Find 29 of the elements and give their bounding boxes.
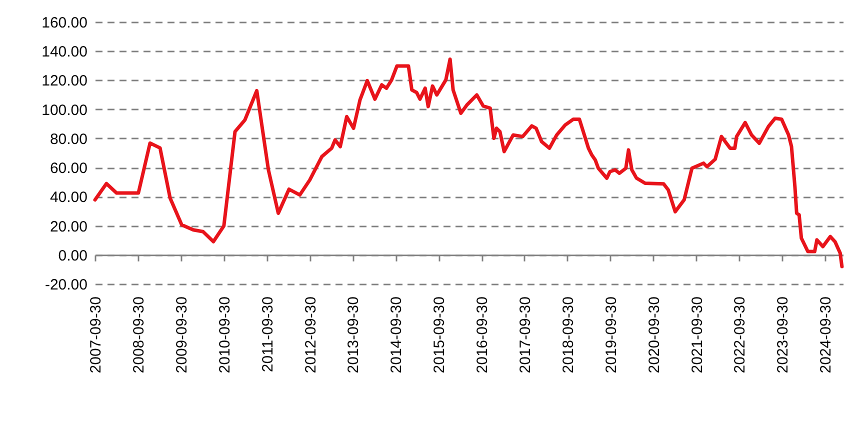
x-tick-label: 2013-09-30 <box>345 296 362 374</box>
x-tick-label: 2019-09-30 <box>602 296 620 374</box>
x-tick-label: 2020-09-30 <box>646 296 663 374</box>
y-tick-label: 140.00 <box>42 44 88 61</box>
y-tick-label: 160.00 <box>42 14 88 32</box>
y-tick-label: 100.00 <box>42 102 88 119</box>
x-tick-label: 2015-09-30 <box>431 296 448 374</box>
y-tick-label: 0.00 <box>58 247 88 264</box>
x-tick-label: 2024-09-30 <box>818 296 835 374</box>
y-tick-label: 120.00 <box>42 72 88 90</box>
x-tick-label: 2023-09-30 <box>774 296 792 374</box>
line-series <box>93 58 844 268</box>
x-tick-label: 2009-09-30 <box>173 296 190 374</box>
y-tick-label: -20.00 <box>44 276 88 294</box>
y-tick-label: 80.00 <box>50 130 88 148</box>
x-tick-label: 2017-09-30 <box>516 296 534 374</box>
y-tick-label: 40.00 <box>50 189 88 206</box>
x-tick-label: 2021-09-30 <box>688 296 706 374</box>
x-tick-label: 2018-09-30 <box>560 296 577 374</box>
x-tick-label: 2016-09-30 <box>474 296 492 374</box>
x-tick-label: 2011-09-30 <box>259 296 276 372</box>
x-tick-label: 2014-09-30 <box>388 296 406 374</box>
x-tick-label: 2007-09-30 <box>88 296 104 374</box>
x-tick-label: 2010-09-30 <box>216 296 234 374</box>
x-tick-label: 2008-09-30 <box>130 296 148 374</box>
y-tick-label: 60.00 <box>50 160 88 178</box>
x-tick-label: 2012-09-30 <box>302 296 320 374</box>
y-tick-label: 20.00 <box>50 218 88 236</box>
x-tick-label: 2022-09-30 <box>732 296 749 374</box>
